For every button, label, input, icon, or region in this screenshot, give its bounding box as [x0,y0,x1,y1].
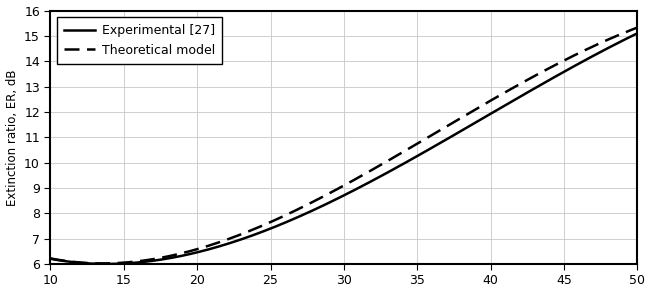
Line: Experimental [27]: Experimental [27] [50,33,637,264]
Legend: Experimental [27], Theoretical model: Experimental [27], Theoretical model [57,17,223,64]
Theoretical model [46,257,54,260]
Theoretical model [450,120,458,124]
Experimental [27] [107,262,115,266]
Theoretical model [284,212,292,216]
Theoretical model [107,262,115,265]
Theoretical model [633,26,641,29]
Line: Theoretical model: Theoretical model [50,28,637,263]
Experimental [27] [46,257,54,260]
Experimental [27] [305,210,313,214]
Experimental [27] [505,101,512,105]
Experimental [27] [103,262,111,266]
Experimental [27] [633,31,641,35]
Theoretical model [305,202,313,205]
Experimental [27] [450,133,458,137]
Theoretical model [516,83,523,86]
Theoretical model [99,262,107,265]
Theoretical model [505,88,512,92]
Experimental [27] [516,95,523,99]
Y-axis label: Extinction ratio, ER, dB: Extinction ratio, ER, dB [6,69,19,206]
Experimental [27] [284,219,292,223]
